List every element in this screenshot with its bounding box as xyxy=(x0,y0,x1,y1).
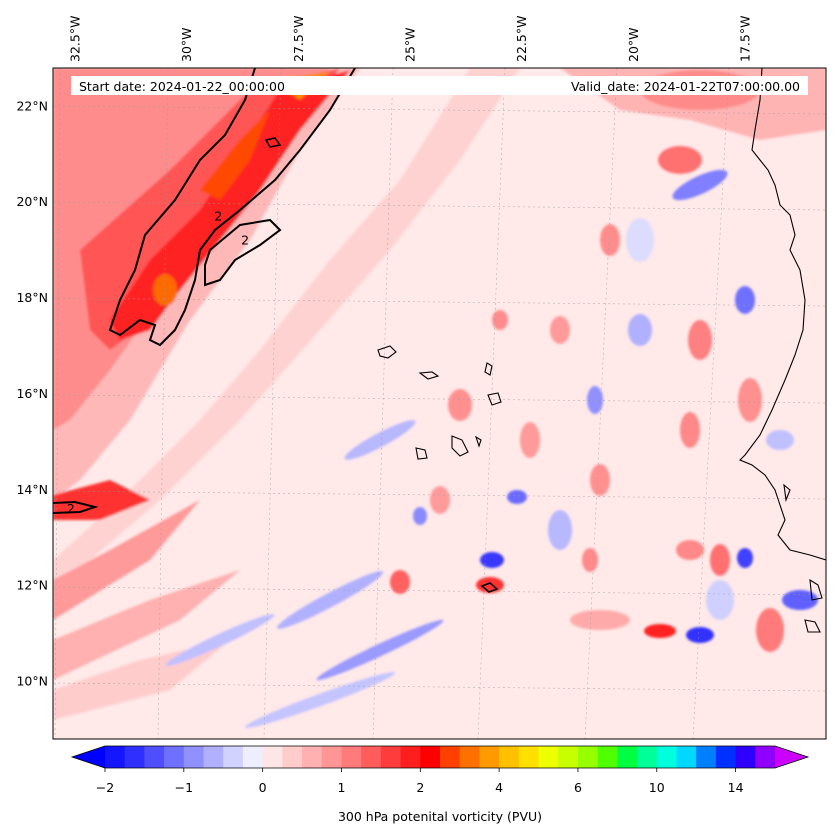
colorbar-segment xyxy=(164,746,185,768)
colorbar-segment xyxy=(341,746,362,768)
colorbar-under-arrow xyxy=(72,746,105,768)
lon-tick-label: 22.5°W xyxy=(514,16,529,62)
colorbar-over-arrow xyxy=(775,746,808,768)
lat-tick-label: 22°N xyxy=(16,98,48,113)
colorbar-segment xyxy=(558,746,579,768)
contour-label: 2 xyxy=(241,233,249,248)
lon-tick-label: 32.5°W xyxy=(67,16,82,62)
colorbar-segment xyxy=(518,746,540,768)
colorbar-segment xyxy=(656,746,677,768)
lat-tick-label: 18°N xyxy=(16,290,48,305)
lon-tick-label: 17.5°W xyxy=(738,16,753,62)
date-banner-box xyxy=(71,76,808,95)
lat-tick-label: 12°N xyxy=(16,578,48,593)
lat-tick-label: 10°N xyxy=(16,673,48,688)
colorbar-segment xyxy=(183,746,205,768)
colorbar-tick-label: −1 xyxy=(175,780,193,795)
colorbar-tick-label: 14 xyxy=(728,780,744,795)
colorbar-segment xyxy=(597,746,618,768)
colorbar-segment xyxy=(479,746,500,768)
contour-labels: 2 2 2 xyxy=(67,209,249,516)
colorbar-segment xyxy=(420,746,441,768)
lon-tick-label: 30°W xyxy=(179,27,194,62)
colorbar-segment xyxy=(637,746,658,768)
colorbar-segment xyxy=(361,746,382,768)
colorbar-tick-label: 4 xyxy=(495,780,503,795)
contour-label: 2 xyxy=(214,209,222,224)
colorbar-segment xyxy=(676,746,697,768)
colorbar-segment xyxy=(459,746,480,768)
colorbar-segment xyxy=(735,746,756,768)
longitude-tick-labels: 32.5°W 30°W 27.5°W 25°W 22.5°W 20°W 17.5°W xyxy=(67,16,752,62)
start-date-label: Start date: 2024-01-22_00:00:00 xyxy=(79,79,285,94)
colorbar-segment xyxy=(696,746,717,768)
colorbar-segment xyxy=(400,746,421,768)
valid-date-label: Valid_date: 2024-01-22T07:00:00.00 xyxy=(571,79,800,94)
colorbar-segment xyxy=(242,746,264,768)
latitude-tick-labels: 22°N 20°N 18°N 16°N 14°N 12°N 10°N xyxy=(16,98,48,688)
colorbar: −2 −1 0 1 2 4 6 10 14 300 hPa potenital vorticit… xyxy=(70,745,810,824)
colorbar-segment xyxy=(715,746,737,768)
pv-field: 2 2 2 xyxy=(53,68,826,739)
colorbar-segment xyxy=(755,746,776,768)
colorbar-segment xyxy=(321,746,342,768)
colorbar-segment xyxy=(302,746,323,768)
colorbar-tick-label: 10 xyxy=(649,780,665,795)
lat-tick-label: 14°N xyxy=(16,482,48,497)
colorbar-tick-label: 2 xyxy=(416,780,424,795)
colorbar-tick-label: 6 xyxy=(574,780,582,795)
pv-2-contours xyxy=(53,68,499,593)
colorbar-segment xyxy=(380,746,402,768)
colorbar-segment xyxy=(262,746,283,768)
colorbar-segment xyxy=(105,746,126,768)
colorbar-segment xyxy=(617,746,638,768)
colorbar-title: 300 hPa potenital vorticity (PVU) xyxy=(338,809,542,824)
lon-tick-label: 20°W xyxy=(626,27,641,62)
colorbar-segment xyxy=(577,746,599,768)
lat-tick-label: 16°N xyxy=(16,386,48,401)
contour-label: 2 xyxy=(67,501,75,516)
lon-tick-label: 27.5°W xyxy=(291,16,306,62)
date-banner: Start date: 2024-01-22_00:00:00 Valid_da… xyxy=(71,76,808,95)
colorbar-segment xyxy=(538,746,559,768)
colorbar-segment xyxy=(499,746,520,768)
colorbar-tick-label: 1 xyxy=(337,780,345,795)
colorbar-tick-label: 0 xyxy=(259,780,267,795)
colorbar-segment xyxy=(203,746,224,768)
colorbar-ticks: −2 −1 0 1 2 4 6 10 14 xyxy=(96,768,744,795)
lon-tick-label: 25°W xyxy=(402,27,417,62)
colorbar-tick-label: −2 xyxy=(96,780,114,795)
colorbar-segment xyxy=(144,746,165,768)
colorbar-segments xyxy=(105,746,776,768)
colorbar-segment xyxy=(440,746,461,768)
colorbar-segment xyxy=(223,746,244,768)
map-frame xyxy=(52,67,827,740)
colorbar-segment xyxy=(282,746,303,768)
coastline xyxy=(377,68,826,633)
lat-tick-label: 20°N xyxy=(16,194,48,209)
colorbar-segment xyxy=(124,746,145,768)
